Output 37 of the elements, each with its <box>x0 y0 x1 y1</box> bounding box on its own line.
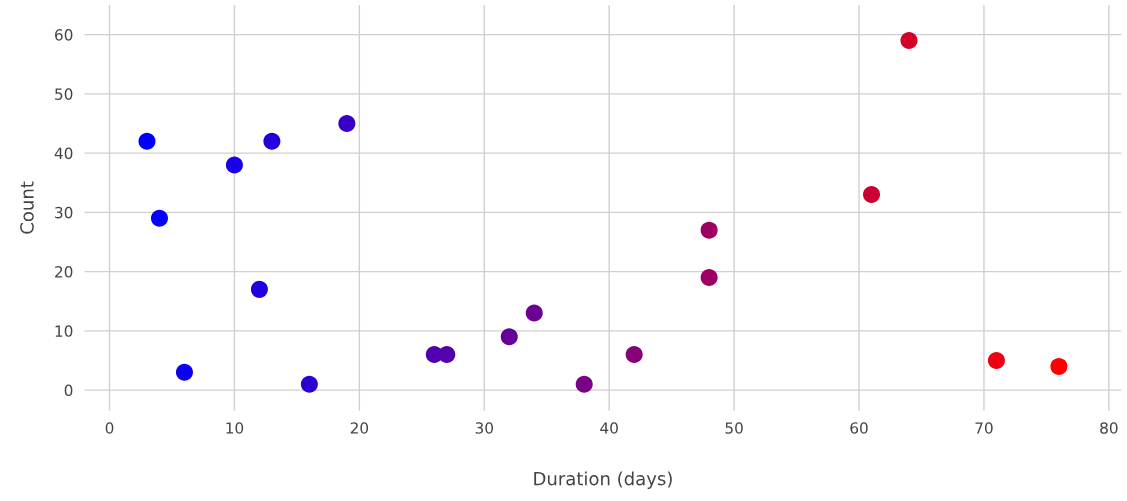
y-tick-label: 10 <box>55 325 73 337</box>
y-tick-label: 40 <box>54 147 73 160</box>
point <box>250 280 268 298</box>
x-tick-label: 0 <box>105 422 114 434</box>
point <box>863 186 881 204</box>
point <box>150 209 168 227</box>
point <box>1050 357 1068 375</box>
x-axis-title: Duration (days) <box>534 471 672 489</box>
x-tick-label: 50 <box>725 422 743 434</box>
point <box>700 221 718 239</box>
point <box>263 132 281 150</box>
x-tick-label: 40 <box>600 422 618 434</box>
point <box>338 114 356 132</box>
y-tick-label: 30 <box>55 206 73 219</box>
point <box>900 32 918 50</box>
x-tick-label: 20 <box>350 422 369 434</box>
point <box>575 375 593 393</box>
point <box>987 351 1005 369</box>
x-tick-label: 80 <box>1100 422 1118 434</box>
point <box>175 363 193 381</box>
point <box>525 304 543 322</box>
point <box>500 328 518 346</box>
point <box>438 346 456 364</box>
point <box>225 156 243 174</box>
x-tick-label: 70 <box>975 422 993 434</box>
y-tick-label: 50 <box>55 88 73 100</box>
x-tick-label: 60 <box>850 422 868 434</box>
x-tick-label: 30 <box>475 422 493 434</box>
y-axis-title: Count <box>20 181 34 234</box>
x-tick-label: 10 <box>226 422 244 434</box>
y-tick-label: 60 <box>55 29 73 41</box>
point <box>300 375 318 393</box>
y-tick-label: 20 <box>55 266 73 278</box>
point <box>138 132 156 150</box>
point <box>700 269 718 287</box>
y-tick-label: 0 <box>64 384 73 397</box>
point <box>625 346 643 364</box>
